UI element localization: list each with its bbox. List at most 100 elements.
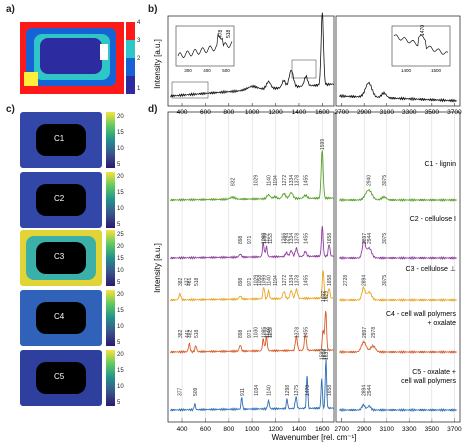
spectrum-label: C5 - oxalate +	[412, 369, 456, 376]
peak-label: 1095	[261, 327, 267, 338]
peak-label: 1122	[264, 233, 270, 244]
tick-label: 1000	[245, 109, 260, 116]
spectrum-left-2	[170, 225, 335, 260]
peak-label: 2728	[343, 275, 349, 286]
tick-label: 400	[177, 109, 188, 116]
tick-label: 3700	[447, 109, 462, 116]
colorbar-tick: 15	[117, 256, 124, 262]
peak-label: 898	[238, 329, 244, 338]
peak-label: 1378	[294, 327, 300, 338]
inset-tick: 1400	[401, 68, 412, 73]
tick-label: 800	[223, 426, 234, 433]
peak-label: 1375	[294, 385, 300, 396]
peak-label: 2944	[367, 385, 373, 396]
peak-label: 377	[177, 387, 183, 396]
spectrum-left-3	[170, 270, 335, 302]
colorbar-tick: 15	[117, 130, 124, 136]
colorbar-tick: 10	[117, 324, 124, 330]
tick-label: 400	[177, 426, 188, 433]
tick-label: 3100	[379, 426, 394, 433]
peak-label: 1616	[322, 349, 328, 360]
intensity-map-c5: C5	[20, 350, 102, 406]
spectrum-label: + oxalate	[427, 320, 456, 327]
map-label: C3	[54, 252, 65, 261]
peak-label: 1455	[303, 175, 309, 186]
mean-spectrum-right	[339, 81, 457, 103]
intensity-colorbar	[106, 112, 115, 168]
peak-label: 1140	[267, 327, 273, 338]
peak-label: 1595	[320, 349, 326, 360]
tick-label: 3500	[425, 426, 440, 433]
colorbar-tick: 15	[117, 308, 124, 314]
panel-d-xlabel: Wavenumber [rel. cm⁻¹]	[272, 433, 357, 442]
peak-label: 1272	[282, 275, 288, 286]
peak-label: 1378	[294, 175, 300, 186]
cluster-tick: 1	[137, 86, 141, 92]
peak-label: 832	[231, 177, 237, 186]
cluster-map	[20, 22, 124, 94]
inset-tick: 1500	[431, 68, 442, 73]
tick-label: 2900	[357, 426, 372, 433]
peak-label: 1294	[285, 233, 291, 244]
colorbar-tick: 5	[117, 340, 121, 346]
peak-label: 1455	[303, 233, 309, 244]
peak-label: 971	[247, 277, 253, 286]
spectrum-left-4	[170, 310, 335, 354]
peak-label: 518	[194, 329, 200, 338]
colorbar-tick: 25	[117, 232, 124, 238]
tick-label: 3500	[425, 109, 440, 116]
colorbar-tick: 5	[117, 162, 121, 168]
peak-label: 1029	[254, 275, 260, 286]
colorbar-tick: 10	[117, 268, 124, 274]
colorbar-tick: 20	[117, 244, 124, 250]
intensity-colorbar	[106, 350, 115, 406]
peak-label: 1470	[305, 385, 311, 396]
map-label: C2	[54, 194, 65, 203]
peak-label: 1334	[289, 175, 295, 186]
spectrum-label: C4 - cell wall polymers	[386, 311, 457, 318]
intensity-colorbar	[106, 172, 115, 228]
peak-label: 2894	[362, 275, 368, 286]
tick-label: 600	[200, 109, 211, 116]
peak-label: 1629	[324, 291, 330, 302]
panel-a-label: a)	[6, 4, 15, 15]
peak-label: 2940	[367, 175, 373, 186]
peak-label: 898	[238, 277, 244, 286]
zoom-box-1	[171, 81, 209, 99]
peak-label: 1272	[282, 175, 288, 186]
peak-label: 1095	[261, 233, 267, 244]
colorbar-tick: 15	[117, 368, 124, 374]
spectrum-left-5	[170, 358, 335, 412]
map-label: C4	[54, 312, 65, 321]
tick-label: 1200	[268, 426, 283, 433]
inset-tick: 300	[184, 68, 192, 73]
tick-label: 1400	[292, 426, 307, 433]
tick-label: 3100	[379, 109, 394, 116]
peak-label: 1378	[294, 275, 300, 286]
spectrum-right-4	[339, 340, 457, 355]
cluster-colorbar	[126, 22, 135, 94]
peak-label: 382	[178, 329, 184, 338]
tick-label: 1200	[268, 109, 283, 116]
peak-label: 1378	[294, 233, 300, 244]
peak-label: 1034	[254, 385, 260, 396]
peak-label: 2944	[367, 233, 373, 244]
map-label: C5	[54, 372, 65, 381]
panel-c-label: c)	[6, 104, 15, 115]
peak-label: 1058	[257, 275, 263, 286]
spectrum-right-2	[339, 240, 457, 261]
inset-2-spectrum	[393, 34, 449, 55]
peak-label: 1122	[264, 327, 270, 338]
tick-label: 1000	[245, 426, 260, 433]
peak-label: 1298	[285, 385, 291, 396]
peak-label: 3075	[382, 275, 388, 286]
map-label: C1	[54, 134, 65, 143]
tick-label: 1400	[292, 109, 307, 116]
peak-label: 1098	[262, 233, 268, 244]
peak-label: 898	[238, 235, 244, 244]
inset-2	[391, 25, 451, 67]
intensity-map-c4: C4	[20, 290, 102, 346]
peak-label: 1658	[327, 275, 333, 286]
colorbar-tick: 15	[117, 190, 124, 196]
